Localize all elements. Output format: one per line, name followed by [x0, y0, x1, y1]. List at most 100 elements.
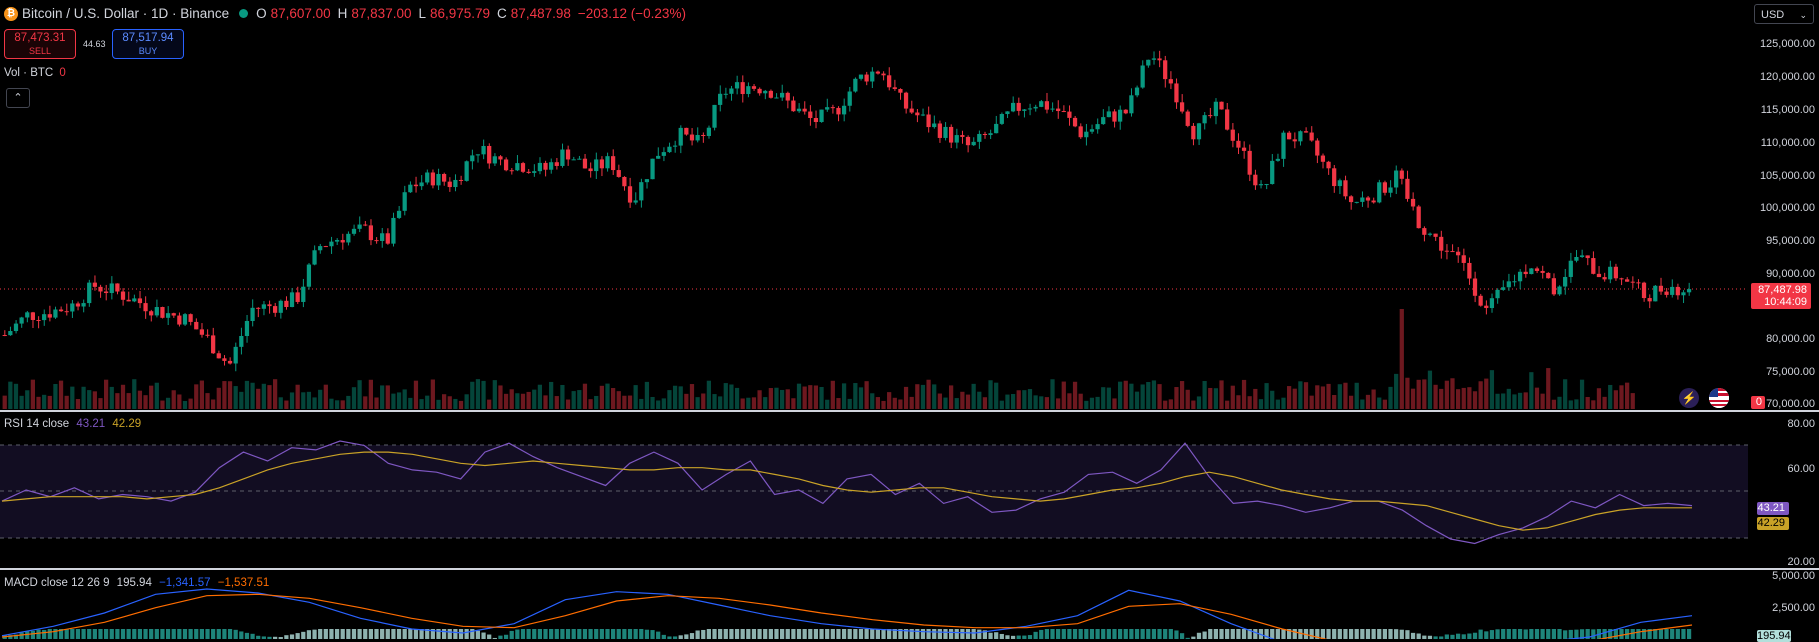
macd-histogram-bar — [1095, 629, 1100, 639]
candle — [481, 145, 486, 155]
macd-histogram-bar — [1399, 629, 1404, 639]
candle — [1337, 180, 1342, 187]
pane-divider[interactable] — [0, 568, 1819, 570]
candle — [396, 210, 402, 218]
volume-legend[interactable]: Vol · BTC 0 — [4, 67, 66, 79]
chevron-up-icon[interactable]: ⌃ — [6, 88, 30, 108]
candle — [182, 314, 188, 325]
macd-histogram-bar — [1371, 629, 1376, 639]
volume-bar — [1241, 379, 1247, 409]
macd-histogram-bar — [1275, 629, 1280, 639]
volume-bar — [611, 388, 616, 409]
candle — [678, 127, 683, 146]
macd-tag: 195.94 — [1757, 630, 1791, 642]
volume-bar — [1563, 379, 1568, 409]
macd-histogram-bar — [554, 629, 559, 639]
candle — [1534, 268, 1540, 271]
macd-histogram-bar — [1005, 635, 1010, 639]
candle — [616, 170, 621, 177]
ohlc-open: 87,607.00 — [270, 6, 331, 21]
volume-bar — [1619, 385, 1624, 409]
price-axis[interactable]: USD ⌄ 125,000.00 120,000.00 115,000.00 1… — [1748, 0, 1819, 410]
us-flag-icon[interactable] — [1709, 388, 1729, 408]
volume-bar — [841, 383, 847, 409]
candle — [250, 307, 255, 321]
candle — [1647, 298, 1652, 302]
volume-bar — [1140, 384, 1145, 409]
candle — [1348, 196, 1354, 203]
candle — [611, 156, 616, 171]
volume-bar — [549, 381, 554, 409]
candle — [13, 323, 19, 332]
macd-histogram-bar — [616, 629, 621, 639]
macd-histogram-bar — [1348, 629, 1354, 639]
volume-bar — [1574, 399, 1579, 409]
candle — [1101, 117, 1106, 125]
macd-histogram-bar — [1129, 629, 1134, 639]
volume-bar — [999, 400, 1004, 409]
candle — [211, 335, 216, 354]
macd-histogram-bar — [932, 629, 937, 639]
candle — [87, 282, 92, 304]
volume-bar — [977, 391, 982, 409]
macd-histogram-bar — [1591, 629, 1596, 639]
candle — [442, 173, 447, 182]
macd-histogram-bar — [1382, 629, 1387, 639]
rsi-legend[interactable]: RSI 14 close 43.21 42.29 — [4, 418, 141, 430]
macd-histogram-bar — [1501, 629, 1506, 639]
candle — [334, 240, 340, 242]
macd-chart[interactable] — [0, 570, 1748, 639]
macd-histogram-bar — [819, 629, 824, 639]
macd-histogram-bar — [1546, 629, 1551, 639]
macd-histogram-bar — [447, 629, 452, 639]
macd-legend[interactable]: MACD close 12 26 9 195.94 −1,341.57 −1,5… — [4, 577, 269, 589]
rsi-axis[interactable]: 80.00 60.00 20.00 — [1748, 412, 1819, 568]
volume-bar — [143, 395, 148, 409]
macd-histogram-bar — [594, 629, 599, 639]
macd-histogram-bar — [188, 629, 193, 639]
buy-button[interactable]: 87,517.94 BUY — [112, 29, 184, 59]
macd-histogram-bar — [323, 629, 328, 639]
candle — [64, 311, 69, 313]
candle — [385, 233, 390, 244]
candle — [977, 133, 982, 142]
volume-bar — [1315, 385, 1320, 409]
volume-axis-tag: 0 — [1751, 396, 1765, 409]
macd-histogram-bar — [126, 629, 131, 639]
rsi-chart[interactable] — [0, 412, 1748, 568]
candle — [582, 158, 588, 169]
macd-histogram-bar — [611, 629, 616, 639]
sell-button[interactable]: 87,473.31 SELL — [4, 29, 76, 59]
volume-bar — [171, 390, 176, 409]
candle — [149, 311, 154, 316]
volume-bar — [594, 395, 599, 409]
candle — [1675, 286, 1680, 296]
lightning-icon[interactable]: ⚡ — [1679, 388, 1699, 408]
symbol-header: ₿ Bitcoin / U.S. Dollar · 1D · Binance O… — [4, 6, 689, 21]
symbol-title[interactable]: Bitcoin / U.S. Dollar · 1D · Binance — [22, 6, 230, 21]
volume-bar — [289, 392, 295, 409]
macd-axis[interactable]: 5,000.00 2,500.00 — [1748, 570, 1819, 639]
macd-histogram-bar — [385, 629, 390, 639]
macd-histogram-bar — [639, 629, 644, 639]
macd-histogram-bar — [1517, 629, 1523, 639]
currency-select[interactable]: USD ⌄ — [1754, 4, 1814, 24]
candle — [526, 171, 531, 173]
candle — [960, 135, 965, 137]
volume-bar — [278, 397, 283, 409]
candle — [1568, 260, 1573, 277]
ohlc-high-key: H — [337, 6, 348, 21]
macd-histogram-bar — [1219, 629, 1224, 639]
price-chart[interactable] — [0, 0, 1748, 410]
macd-histogram-bar — [1320, 629, 1326, 639]
candle — [278, 300, 283, 313]
volume-bar — [1078, 393, 1083, 409]
candle — [926, 114, 931, 128]
volume-bar — [1337, 384, 1342, 409]
volume-bar — [954, 398, 959, 409]
pane-divider[interactable] — [0, 410, 1819, 412]
macd-histogram-bar — [971, 629, 976, 639]
macd-histogram-bar — [98, 629, 103, 639]
last-price: 87,487.98 — [1758, 284, 1807, 296]
candle — [244, 320, 250, 337]
